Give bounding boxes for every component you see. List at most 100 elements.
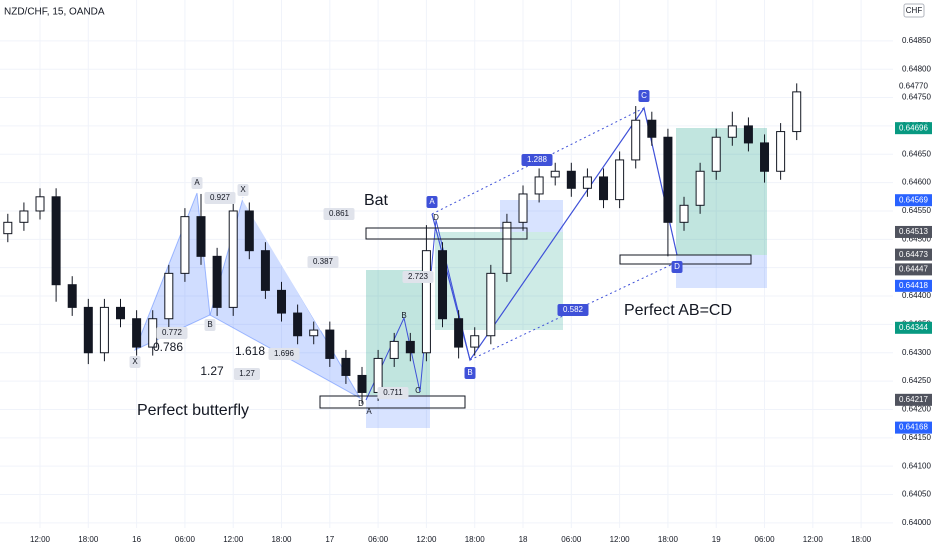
y-tick-label: 0.64850 (902, 36, 931, 45)
candle-body (83, 306, 93, 354)
pattern-label: A (429, 197, 435, 206)
candle-body (534, 176, 544, 195)
candle-body (212, 255, 222, 308)
y-tick-label: 0.64050 (902, 490, 931, 499)
x-tick-label: 18:00 (271, 535, 292, 544)
price-label-bg (895, 248, 932, 261)
candle-body (228, 210, 238, 308)
price-label: 0.64418 (899, 281, 928, 290)
currency-box[interactable] (903, 3, 925, 18)
candle-body (760, 142, 770, 172)
stop-zone (366, 395, 430, 428)
candle-body (389, 340, 399, 359)
candle-body (293, 312, 303, 337)
candle-body (196, 216, 206, 257)
label-box (377, 387, 409, 399)
y-tick-label: 0.64000 (902, 518, 931, 527)
label-box (237, 184, 249, 196)
candle-body (309, 329, 319, 337)
label-box (307, 256, 339, 268)
price-label-bg (895, 80, 932, 93)
pattern-label: 0.582 (563, 305, 584, 314)
x-tick-label: 16 (132, 535, 141, 544)
x-tick-label: 06:00 (175, 535, 196, 544)
abcd-line (431, 106, 678, 362)
price-label-bg (895, 421, 932, 434)
pattern-label: A (366, 407, 372, 416)
y-tick-label: 0.64750 (902, 93, 931, 102)
price-label: 0.64513 (899, 227, 928, 236)
pattern-label: 1.27 (239, 369, 255, 378)
candle-body (776, 131, 786, 172)
label-box (671, 261, 683, 273)
y-tick-label: 0.64500 (902, 234, 931, 243)
candle-body (164, 272, 174, 320)
price-label: 0.64569 (899, 195, 928, 204)
label-box (129, 356, 141, 368)
candle-body (357, 374, 367, 393)
pattern-label: A (194, 178, 200, 187)
pattern-label: X (132, 357, 138, 366)
candle-body (679, 204, 689, 223)
x-tick-label: 12:00 (223, 535, 244, 544)
candle-body (663, 136, 673, 223)
label-box (402, 271, 434, 283)
price-label: 0.64217 (899, 395, 928, 404)
candle-body (180, 216, 190, 274)
target-zone (435, 232, 563, 330)
price-label-bg (895, 122, 932, 135)
candle-body (502, 221, 512, 274)
annotations: X A B 0.927 X 0.772 0.786 1.618 1.27 1.27 1.696 0.3… (129, 90, 732, 419)
candle-body (244, 210, 254, 252)
candle-body (421, 250, 431, 354)
pattern-label: C (415, 386, 421, 395)
candle-body (99, 306, 109, 354)
target-zone (676, 128, 767, 255)
candle-body (743, 125, 753, 144)
pattern-label: X (240, 185, 246, 194)
label-box (204, 319, 216, 331)
x-tick-label: 12:00 (803, 535, 824, 544)
pattern-label: 0.387 (313, 257, 334, 266)
chart-title: NZD/CHF, 15, OANDA (4, 7, 105, 18)
candle-body (260, 250, 270, 291)
candle-body (67, 284, 77, 308)
stop-zone (676, 255, 767, 288)
candle-body (631, 119, 641, 161)
label-box (156, 327, 188, 339)
y-tick-label: 0.64800 (902, 64, 931, 73)
price-label: 0.64473 (899, 250, 928, 259)
candle-body (518, 193, 528, 223)
zone-box (365, 227, 528, 240)
time-axis-bg (0, 528, 893, 550)
pattern-label: 0.786 (153, 340, 183, 354)
candle-body (550, 170, 560, 178)
label-box (557, 304, 589, 316)
price-label: 0.64447 (899, 264, 928, 273)
x-tick-label: 18 (519, 535, 528, 544)
pattern-label: B (467, 368, 472, 377)
candle-body (615, 159, 625, 201)
pattern-label: Perfect butterfly (137, 402, 249, 419)
label-box (426, 196, 438, 208)
candle-body (277, 289, 287, 314)
candle-body (405, 340, 415, 354)
pattern-label: D (433, 213, 439, 222)
pattern-label: D (358, 399, 364, 408)
currency[interactable]: CHF (906, 6, 923, 15)
y-tick-label: 0.64650 (902, 149, 931, 158)
price-label: 0.64344 (899, 323, 928, 332)
price-label: 0.64168 (899, 423, 928, 432)
candle-body (695, 170, 705, 206)
pattern-label: 0.772 (162, 328, 183, 337)
y-tick-label: 0.64550 (902, 206, 931, 215)
axes: 0.640000.640500.641000.641500.642000.642… (30, 36, 932, 544)
candle-body (711, 136, 721, 172)
candle-body (454, 318, 464, 348)
label-box (638, 90, 650, 102)
candle-body (470, 335, 480, 348)
candle-body (438, 250, 448, 320)
y-tick-label: 0.64100 (902, 461, 931, 470)
pattern-line (241, 197, 324, 331)
x-tick-label: 12:00 (416, 535, 437, 544)
